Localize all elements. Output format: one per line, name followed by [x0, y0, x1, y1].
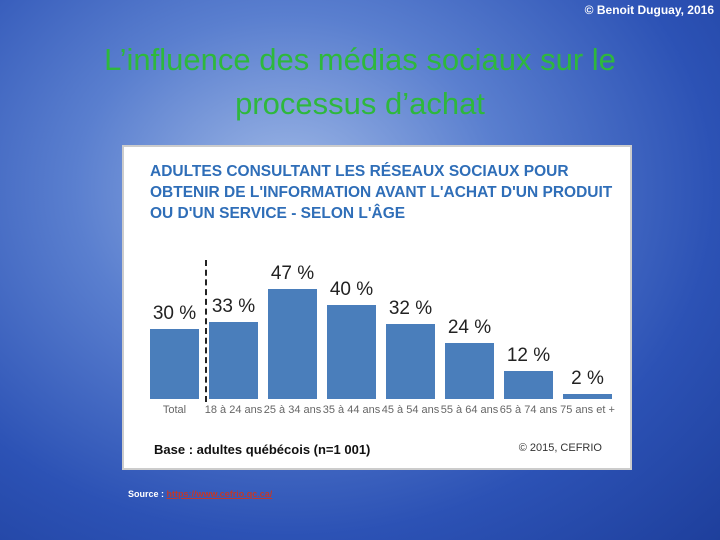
value-label: 2 % [571, 368, 604, 390]
bar [563, 394, 612, 399]
chart: ADULTES CONSULTANT LES RÉSEAUX SOCIAUX P… [122, 145, 632, 470]
x-tick-label: 35 à 44 ans [322, 404, 381, 416]
bar [268, 289, 317, 399]
bar [504, 370, 553, 399]
slide-title: L’influence des médias sociaux sur le pr… [104, 42, 616, 121]
chart-credit: © 2015, CEFRIO [518, 442, 602, 454]
x-tick-label: 45 à 54 ans [381, 404, 440, 416]
x-tick-label: 25 à 34 ans [263, 404, 322, 416]
value-label: 47 % [270, 263, 315, 284]
value-label: 30 % [152, 302, 197, 324]
bar [327, 305, 376, 399]
x-tick-label: 65 à 74 ans [499, 404, 558, 416]
bar [445, 342, 494, 399]
bar [386, 324, 435, 399]
x-tick-label: 18 à 24 ans [204, 404, 263, 416]
copyright: © Benoit Duguay, 2016 [584, 3, 714, 17]
bar [209, 321, 258, 399]
divider [205, 260, 207, 402]
value-label: 12 % [506, 344, 551, 366]
chart-note: Base : adultes québécois (n=1 001) [154, 442, 371, 457]
value-label: 33 % [211, 295, 256, 317]
x-tick-label: Total [162, 404, 187, 416]
source-label: Source : [128, 489, 165, 499]
chart-title: ADULTES CONSULTANT LES RÉSEAUX SOCIAUX P… [150, 163, 613, 222]
x-tick-label: 75 ans et + [560, 404, 615, 416]
source-link[interactable]: https://www.cefrio.qc.ca/ [166, 489, 273, 499]
value-label: 40 % [329, 279, 374, 301]
x-tick-label: 55 à 64 ans [440, 404, 499, 416]
value-label: 24 % [447, 316, 492, 338]
bar [150, 328, 199, 399]
value-label: 32 % [388, 298, 433, 320]
source: Source : https://www.cefrio.qc.ca/ [128, 489, 272, 499]
